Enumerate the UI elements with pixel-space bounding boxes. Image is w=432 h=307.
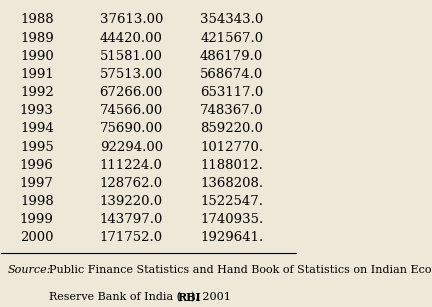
Text: 67266.00: 67266.00: [100, 86, 163, 99]
Text: 1929641.: 1929641.: [200, 231, 263, 244]
Text: 1997: 1997: [20, 177, 54, 190]
Text: Source:: Source:: [7, 265, 51, 275]
Text: Reserve Bank of India (: Reserve Bank of India (: [49, 292, 181, 302]
Text: 1012770.: 1012770.: [200, 141, 263, 154]
Text: 1999: 1999: [20, 213, 54, 226]
Text: 37613.00: 37613.00: [100, 14, 163, 26]
Text: 1988: 1988: [20, 14, 54, 26]
Text: 486179.0: 486179.0: [200, 50, 263, 63]
Text: 1995: 1995: [20, 141, 54, 154]
Text: 111224.0: 111224.0: [100, 159, 163, 172]
Text: 1998: 1998: [20, 195, 54, 208]
Text: 74566.00: 74566.00: [100, 104, 163, 117]
Text: 57513.00: 57513.00: [100, 68, 163, 81]
Text: 1740935.: 1740935.: [200, 213, 263, 226]
Text: Public Finance Statistics and Hand Book of Statistics on Indian Economy,: Public Finance Statistics and Hand Book …: [49, 265, 432, 275]
Text: 128762.0: 128762.0: [100, 177, 163, 190]
Text: 568674.0: 568674.0: [200, 68, 263, 81]
Text: 92294.00: 92294.00: [100, 141, 163, 154]
Text: 1368208.: 1368208.: [200, 177, 263, 190]
Text: 2000: 2000: [20, 231, 54, 244]
Text: 51581.00: 51581.00: [100, 50, 163, 63]
Text: 748367.0: 748367.0: [200, 104, 264, 117]
Text: 1996: 1996: [20, 159, 54, 172]
Text: 139220.0: 139220.0: [100, 195, 163, 208]
Text: 1188012.: 1188012.: [200, 159, 263, 172]
Text: 44420.00: 44420.00: [100, 32, 163, 45]
Text: 75690.00: 75690.00: [100, 122, 163, 135]
Text: 1994: 1994: [20, 122, 54, 135]
Text: 859220.0: 859220.0: [200, 122, 263, 135]
Text: 171752.0: 171752.0: [100, 231, 163, 244]
Text: 1992: 1992: [20, 86, 54, 99]
Text: 1993: 1993: [20, 104, 54, 117]
Text: 421567.0: 421567.0: [200, 32, 263, 45]
Text: 1991: 1991: [20, 68, 54, 81]
Text: 1990: 1990: [20, 50, 54, 63]
Text: RBI: RBI: [177, 292, 201, 303]
Text: 1989: 1989: [20, 32, 54, 45]
Text: 1522547.: 1522547.: [200, 195, 263, 208]
Text: ). 2001: ). 2001: [191, 292, 231, 302]
Text: 354343.0: 354343.0: [200, 14, 263, 26]
Text: 143797.0: 143797.0: [100, 213, 163, 226]
Text: 653117.0: 653117.0: [200, 86, 263, 99]
